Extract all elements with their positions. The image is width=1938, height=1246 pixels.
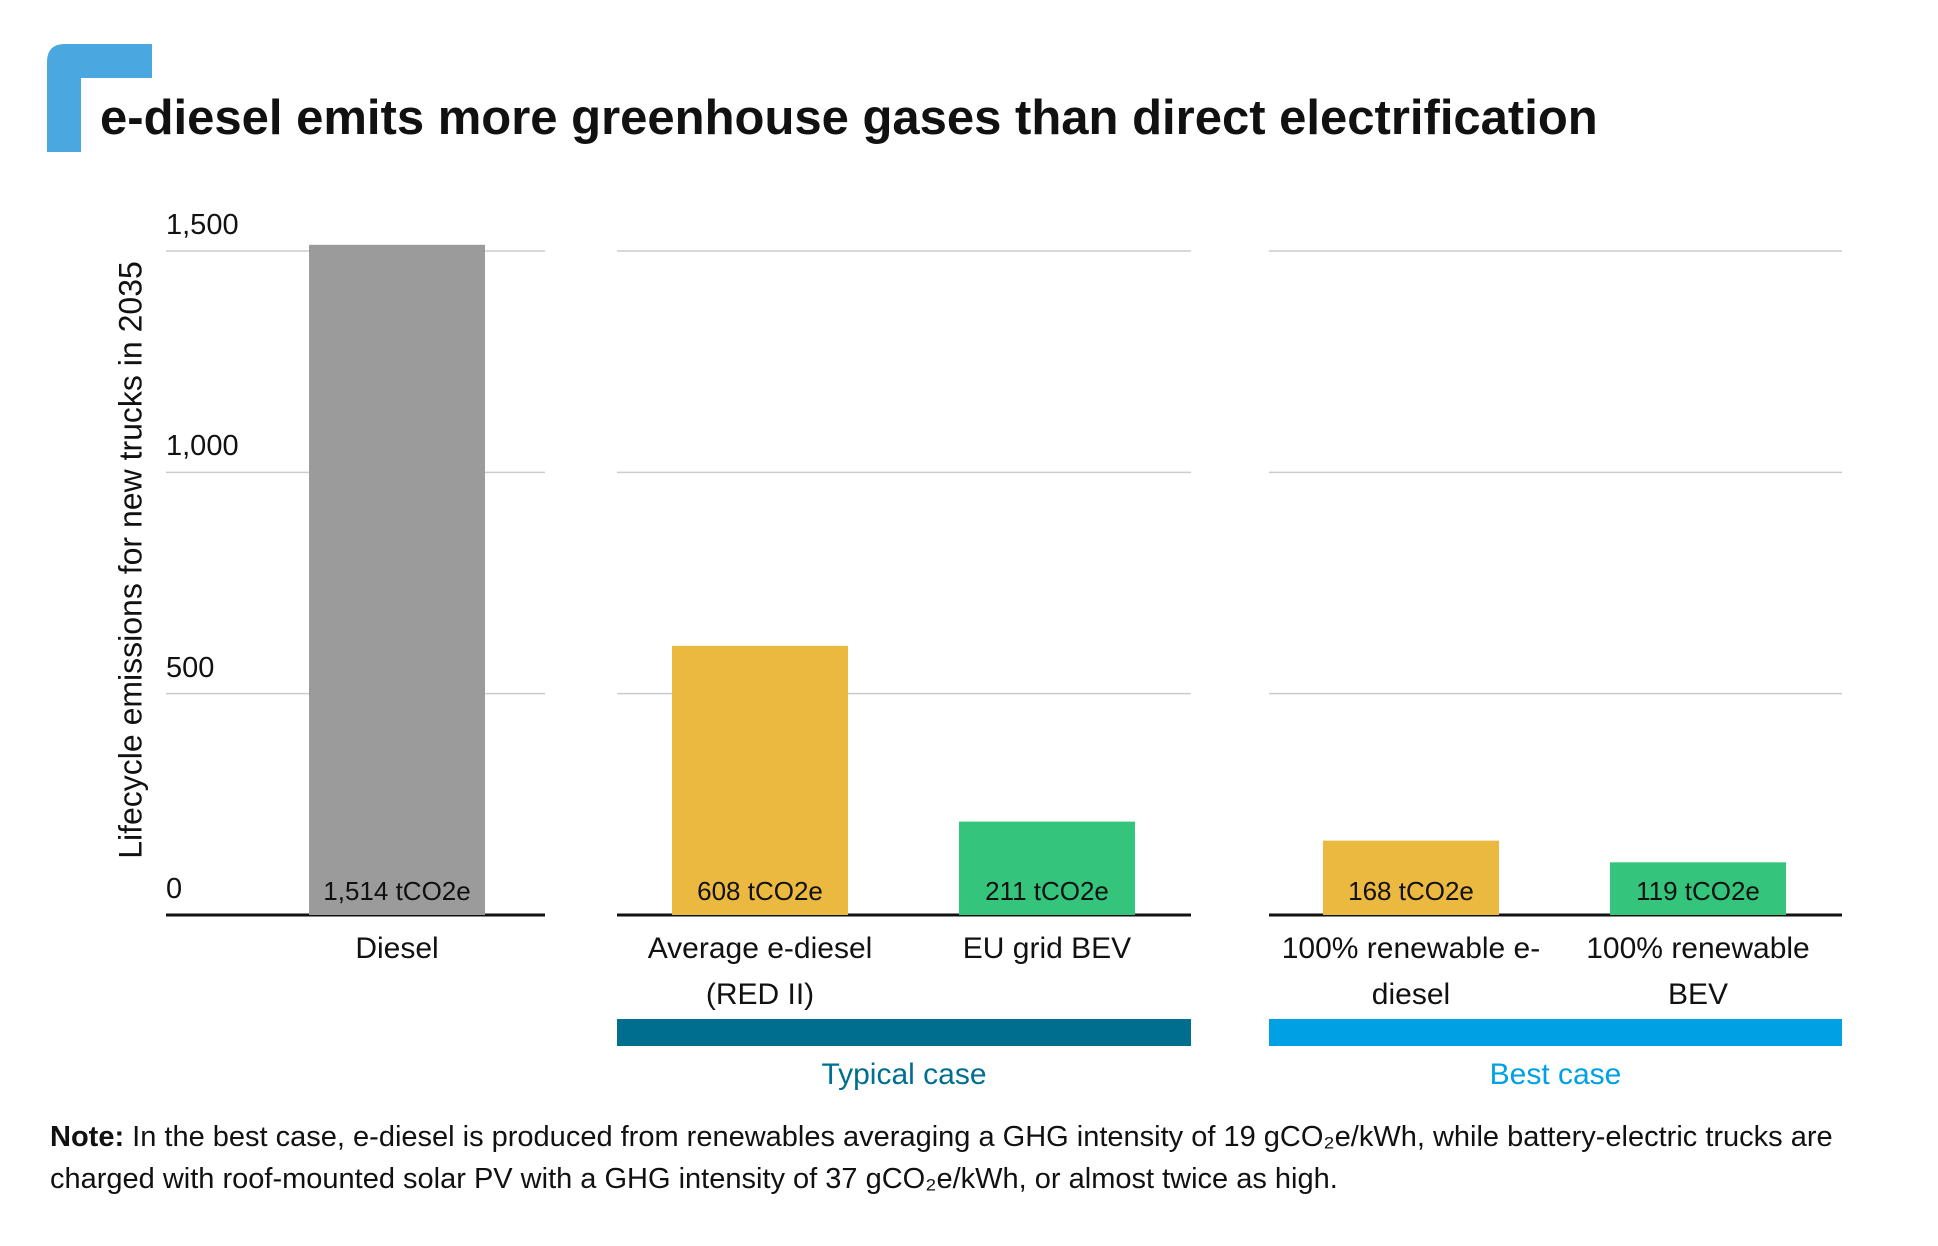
bar xyxy=(309,244,485,915)
note-label: Note: xyxy=(50,1121,125,1153)
value-label: 211 tCO2e xyxy=(985,876,1109,906)
bar xyxy=(1323,840,1499,915)
chart-title: e-diesel emits more greenhouse gases tha… xyxy=(100,91,1598,145)
y-axis-title: Lifecycle emissions for new trucks in 20… xyxy=(112,261,149,859)
x-tick-label: Diesel xyxy=(355,932,439,965)
bar xyxy=(672,645,848,915)
group-bar xyxy=(617,1019,1191,1046)
x-tick-label: 100% renewable BEV xyxy=(1586,932,1810,1011)
logo-corner xyxy=(47,44,152,152)
y-tick-label: 0 xyxy=(166,873,183,905)
x-tick-label: EU grid BEV xyxy=(962,932,1132,965)
bar xyxy=(1610,862,1786,915)
group-label: Best case xyxy=(1489,1058,1622,1091)
value-label: 119 tCO2e xyxy=(1636,876,1760,906)
x-tick-label: Average e-diesel (RED II) xyxy=(647,932,873,1011)
y-tick-label: 1,500 xyxy=(166,209,239,241)
value-label: 168 tCO2e xyxy=(1348,876,1474,906)
group-label: Typical case xyxy=(821,1058,987,1091)
bar xyxy=(959,821,1135,915)
value-label: 608 tCO2e xyxy=(697,876,823,906)
note-text: In the best case, e-diesel is produced f… xyxy=(50,1121,1833,1195)
group-bar xyxy=(1269,1019,1842,1046)
y-tick-label: 1,000 xyxy=(166,430,239,463)
y-tick-label: 500 xyxy=(166,651,215,684)
note: Note: In the best case, e-diesel is prod… xyxy=(50,1116,1860,1200)
value-label: 1,514 tCO2e xyxy=(323,876,471,906)
x-tick-label: 100% renewable e-diesel xyxy=(1281,932,1541,1011)
